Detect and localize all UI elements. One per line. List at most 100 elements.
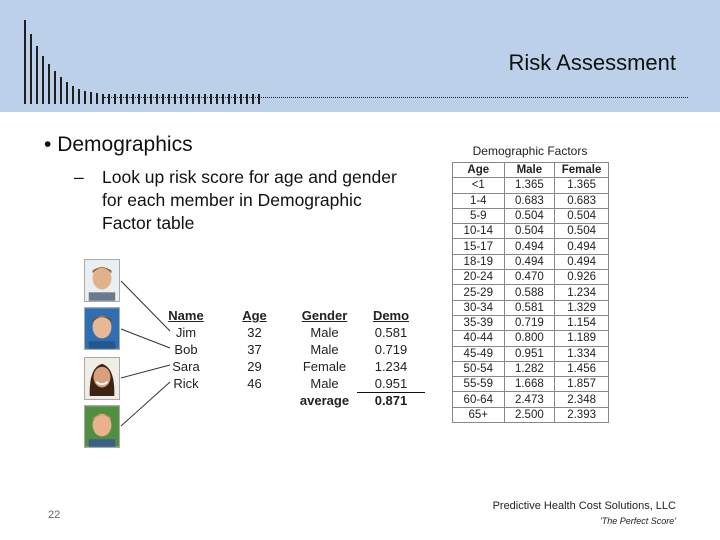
member-photo-sara xyxy=(84,357,120,400)
decorative-bar xyxy=(90,92,92,104)
member-name-cell: Bob xyxy=(174,342,198,357)
factor-female-cell: 1.857 xyxy=(554,376,609,393)
decorative-bar xyxy=(234,94,236,104)
factor-table-title: Demographic Factors xyxy=(472,144,588,158)
factor-male-cell: 1.282 xyxy=(503,360,556,378)
member-name-cell: Rick xyxy=(173,376,199,391)
decorative-bar xyxy=(258,94,260,104)
factor-female-cell: 1.154 xyxy=(554,314,609,332)
factor-male-cell: 0.504 xyxy=(503,223,556,240)
member-name-cell: Sara xyxy=(172,359,200,374)
member-col-header: Age xyxy=(242,308,267,323)
decorative-bar xyxy=(114,94,116,104)
decorative-bar xyxy=(126,94,128,104)
member-table-row: Sara 29 Female 1.234 xyxy=(155,358,425,375)
member-average-row: average 0.871 xyxy=(155,391,425,409)
bullet-demographics: • Demographics xyxy=(44,133,193,156)
decorative-bar xyxy=(120,94,122,104)
factor-age-cell: 40-44 xyxy=(452,330,505,347)
decorative-bar xyxy=(210,94,212,104)
factor-table-row: <1 1.365 1.365 xyxy=(452,177,609,194)
factor-female-cell: 1.234 xyxy=(554,284,609,301)
decorative-bar xyxy=(228,94,230,104)
factor-table-row: 40-44 0.800 1.189 xyxy=(452,330,609,347)
header-divider xyxy=(104,97,688,98)
demographic-factor-table: Age Male Female <1 1.365 1.365 1-4 0.683 0.68… xyxy=(452,161,609,424)
factor-table-row: 18-19 0.494 0.494 xyxy=(452,253,609,271)
member-gender-cell: Male xyxy=(310,325,339,340)
member-table-header: Name Age Gender Demo xyxy=(155,307,425,324)
empty-cell xyxy=(217,392,292,409)
factor-table-row: 15-17 0.494 0.494 xyxy=(452,238,609,255)
factor-table-row: 1-4 0.683 0.683 xyxy=(452,192,609,209)
decorative-bar xyxy=(192,94,194,104)
member-table-row: Bob 37 Male 0.719 xyxy=(155,341,425,358)
factor-age-cell: 30-34 xyxy=(452,299,505,316)
sub-bullet: – Look up risk score for age and gender … xyxy=(74,166,404,235)
member-gender-cell: Male xyxy=(310,376,339,391)
sub-bullet-text: Look up risk score for age and gender fo… xyxy=(102,167,397,233)
factor-male-cell: 1.365 xyxy=(503,177,556,194)
factor-age-cell: 25-29 xyxy=(452,284,505,301)
factor-female-cell: 0.504 xyxy=(554,207,609,225)
factor-age-cell: 1-4 xyxy=(452,192,505,209)
decorative-bar xyxy=(96,93,98,104)
decorative-bar xyxy=(240,94,242,104)
member-table-row: Rick 46 Male 0.951 xyxy=(155,375,425,392)
factor-male-cell: 0.581 xyxy=(503,299,556,316)
member-age-cell: 46 xyxy=(247,376,262,391)
member-col-header: Name xyxy=(168,308,204,323)
factor-table-header: Age Male Female xyxy=(452,161,609,179)
factor-male-cell: 0.494 xyxy=(503,253,556,271)
bullet-demographics-text: Demographics xyxy=(57,133,193,156)
factor-age-cell: 20-24 xyxy=(452,269,505,286)
factor-female-cell: 1.189 xyxy=(554,330,609,347)
factor-table-row: 50-54 1.282 1.456 xyxy=(452,360,609,378)
factor-female-cell: 2.393 xyxy=(554,406,609,424)
decorative-bar xyxy=(216,94,218,104)
decorative-bar xyxy=(78,89,80,104)
average-label: average xyxy=(299,393,350,408)
average-value: 0.871 xyxy=(357,391,425,409)
member-demo-table: Name Age Gender Demo Jim 32 Male 0.581 B… xyxy=(155,307,425,409)
factor-male-cell: 2.473 xyxy=(503,391,556,408)
member-name-cell: Jim xyxy=(175,325,197,340)
member-age-cell: 37 xyxy=(247,342,262,357)
company-tagline: 'The Perfect Score' xyxy=(600,516,676,526)
factor-female-cell: 1.334 xyxy=(554,345,609,362)
member-table-row: Jim 32 Male 0.581 xyxy=(155,324,425,341)
member-col-header: Gender xyxy=(301,308,348,323)
factor-age-cell: 35-39 xyxy=(452,314,505,332)
factor-male-cell: 0.719 xyxy=(503,314,556,332)
decorative-bar xyxy=(132,94,134,104)
factor-age-cell: 18-19 xyxy=(452,253,505,271)
decorative-bar xyxy=(30,34,32,104)
member-gender-cell: Female xyxy=(302,359,347,374)
decorative-bar xyxy=(162,94,164,104)
member-photo-bob xyxy=(84,307,120,350)
factor-male-cell: 0.588 xyxy=(503,284,556,301)
decorative-bar xyxy=(156,94,158,104)
factor-female-cell: 0.683 xyxy=(554,192,609,209)
factor-col-header: Female xyxy=(554,161,609,179)
decorative-bar xyxy=(36,46,38,104)
decorative-bar xyxy=(204,94,206,104)
factor-table-row: 30-34 0.581 1.329 xyxy=(452,299,609,316)
factor-table-row: 60-64 2.473 2.348 xyxy=(452,391,609,408)
factor-male-cell: 0.800 xyxy=(503,330,556,347)
decorative-bar xyxy=(144,94,146,104)
member-photo-jim xyxy=(84,259,120,302)
member-demo-cell: 0.719 xyxy=(374,342,408,357)
decorative-bar xyxy=(180,94,182,104)
factor-table-body: <1 1.365 1.365 1-4 0.683 0.683 5-9 0.504 0.504 10… xyxy=(452,177,609,424)
factor-age-cell: 45-49 xyxy=(452,345,505,362)
factor-male-cell: 2.500 xyxy=(503,406,556,424)
factor-female-cell: 0.494 xyxy=(554,238,609,255)
decorative-bar xyxy=(198,94,200,104)
decorative-bar xyxy=(72,86,74,104)
factor-col-header: Male xyxy=(503,161,556,179)
decorative-bar-graphic xyxy=(24,18,264,104)
decorative-bar xyxy=(174,94,176,104)
decorative-bar xyxy=(54,71,56,104)
member-col-header: Demo xyxy=(372,308,410,323)
